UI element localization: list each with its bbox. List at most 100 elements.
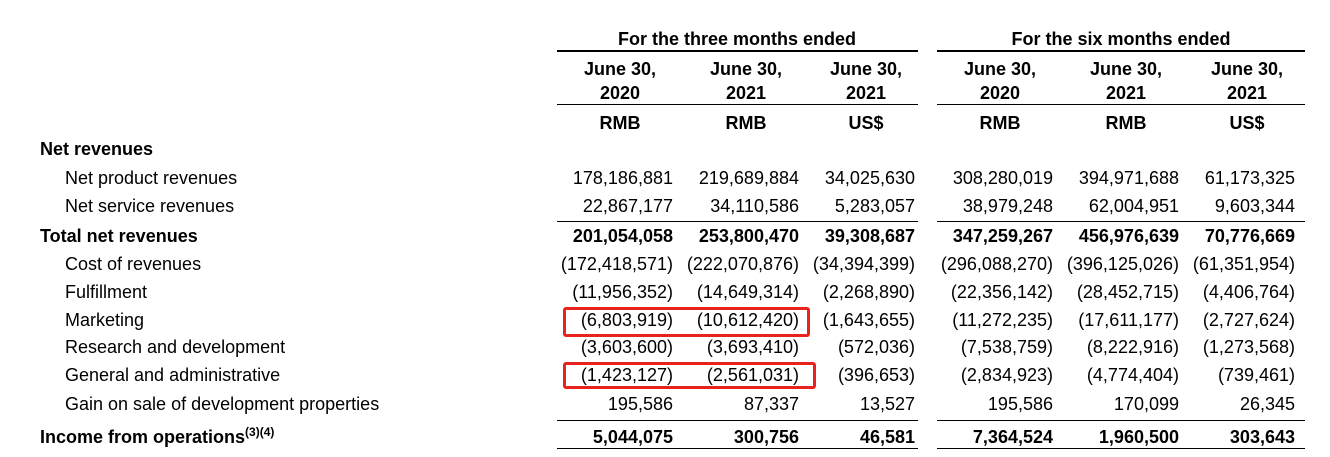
- cell-net-product-revenues-col-5: 394,971,688: [1078, 168, 1179, 188]
- cell-gain-on-sale-of-development-properties-col-2: 87,337: [743, 394, 799, 414]
- cell-gain-on-sale-of-development-properties-col-5: 170,099: [1113, 394, 1179, 414]
- cell-income-from-operations-col-3: 46,581: [859, 427, 915, 447]
- header-rule-three: [557, 50, 918, 52]
- cell-fulfillment-col-2: (14,649,314): [696, 282, 799, 302]
- cell-gain-on-sale-of-development-properties-col-4: 195,586: [987, 394, 1053, 414]
- column-header-date-3: June 30,: [829, 59, 903, 79]
- cell-general-and-administrative-col-1: (1,423,127): [580, 365, 673, 385]
- total-rule-three: [557, 420, 918, 421]
- row-label-text: Marketing: [65, 310, 145, 330]
- row-label-fulfillment: Fulfillment: [65, 281, 147, 303]
- highlight-box-marketing: [563, 307, 810, 337]
- cell-net-service-revenues-col-1: 22,867,177: [582, 196, 673, 216]
- cell-cost-of-revenues-col-5: (396,125,026): [1066, 254, 1179, 274]
- cell-net-service-revenues-col-3: 5,283,057: [834, 196, 915, 216]
- column-header-year-5: 2021: [1105, 83, 1147, 103]
- cell-cost-of-revenues-col-4: (296,088,270): [940, 254, 1053, 274]
- column-header-currency-3: US$: [848, 113, 884, 133]
- cell-research-and-development-col-5: (8,222,916): [1086, 337, 1179, 357]
- cell-marketing-col-2: (10,612,420): [696, 310, 799, 330]
- cell-income-from-operations-col-4: 7,364,524: [972, 427, 1053, 447]
- cell-net-product-revenues-col-3: 34,025,630: [824, 168, 915, 188]
- row-label-marketing: Marketing: [65, 309, 144, 331]
- cell-marketing-col-6: (2,727,624): [1202, 310, 1295, 330]
- header-group-three-months: For the three months ended: [617, 29, 857, 49]
- cell-income-from-operations-col-5: 1,960,500: [1098, 427, 1179, 447]
- cell-gain-on-sale-of-development-properties-col-1: 195,586: [607, 394, 673, 414]
- cell-total-net-revenues-col-5: 456,976,639: [1078, 226, 1179, 246]
- cell-research-and-development-col-2: (3,693,410): [706, 337, 799, 357]
- cell-research-and-development-col-4: (7,538,759): [960, 337, 1053, 357]
- cell-fulfillment-col-1: (11,956,352): [572, 282, 673, 302]
- column-header-date-6: June 30,: [1210, 59, 1284, 79]
- cell-general-and-administrative-col-4: (2,834,923): [960, 365, 1053, 385]
- row-label-text: Gain on sale of development properties: [65, 394, 380, 414]
- row-label-text: Net revenues: [40, 139, 154, 159]
- column-header-currency-4: RMB: [979, 113, 1021, 133]
- bottom-rule-six: [937, 448, 1305, 449]
- bottom-rule-three: [557, 448, 918, 449]
- cell-fulfillment-col-5: (28,452,715): [1076, 282, 1179, 302]
- row-label-general-and-administrative: General and administrative: [65, 364, 280, 386]
- row-label-text: Income from operations: [40, 427, 246, 447]
- header-underline-three: [557, 104, 918, 105]
- cell-total-net-revenues-col-2: 253,800,470: [698, 226, 799, 246]
- column-header-currency-2: RMB: [725, 113, 767, 133]
- row-label-text: Cost of revenues: [65, 254, 202, 274]
- cell-research-and-development-col-1: (3,603,600): [580, 337, 673, 357]
- total-rule-six: [937, 221, 1305, 222]
- header-underline-six: [937, 104, 1305, 105]
- cell-net-service-revenues-col-2: 34,110,586: [710, 196, 799, 216]
- row-label-text: General and administrative: [65, 365, 281, 385]
- column-header-year-2: 2021: [725, 83, 767, 103]
- cell-total-net-revenues-col-6: 70,776,669: [1204, 226, 1295, 246]
- cell-net-product-revenues-col-4: 308,280,019: [952, 168, 1053, 188]
- column-header-date-2: June 30,: [709, 59, 783, 79]
- cell-marketing-col-5: (17,611,177): [1078, 310, 1179, 330]
- cell-fulfillment-col-6: (4,406,764): [1202, 282, 1295, 302]
- cell-total-net-revenues-col-1: 201,054,058: [572, 226, 673, 246]
- column-header-currency-6: US$: [1229, 113, 1265, 133]
- cell-net-service-revenues-col-5: 62,004,951: [1088, 196, 1179, 216]
- row-label-text: Net service revenues: [65, 196, 235, 216]
- column-header-year-4: 2020: [979, 83, 1021, 103]
- row-label-text: Net product revenues: [65, 168, 238, 188]
- row-label-gain-on-sale-of-development-properties: Gain on sale of development properties: [65, 393, 379, 415]
- cell-general-and-administrative-col-3: (396,653): [837, 365, 915, 385]
- cell-general-and-administrative-col-6: (739,461): [1217, 365, 1295, 385]
- column-header-year-6: 2021: [1226, 83, 1268, 103]
- row-label-net-service-revenues: Net service revenues: [65, 195, 234, 217]
- row-label-total-net-revenues: Total net revenues: [40, 225, 198, 247]
- cell-net-product-revenues-col-2: 219,689,884: [698, 168, 799, 188]
- row-label-income-from-operations: Income from operations(3)(4): [40, 426, 274, 448]
- total-rule-six: [937, 420, 1305, 421]
- cell-net-product-revenues-col-6: 61,173,325: [1204, 168, 1295, 188]
- cell-total-net-revenues-col-4: 347,259,267: [952, 226, 1053, 246]
- cell-cost-of-revenues-col-6: (61,351,954): [1192, 254, 1295, 274]
- header-group-six-months: For the six months ended: [1011, 29, 1231, 49]
- column-header-currency-5: RMB: [1105, 113, 1147, 133]
- cell-general-and-administrative-col-5: (4,774,404): [1086, 365, 1179, 385]
- cell-income-from-operations-col-6: 303,643: [1229, 427, 1295, 447]
- cell-cost-of-revenues-col-1: (172,418,571): [560, 254, 673, 274]
- cell-net-service-revenues-col-6: 9,603,344: [1214, 196, 1295, 216]
- column-header-currency-1: RMB: [599, 113, 641, 133]
- footnote-reference: (3)(4): [245, 425, 275, 439]
- column-header-year-3: 2021: [845, 83, 887, 103]
- cell-fulfillment-col-4: (22,356,142): [950, 282, 1053, 302]
- cell-gain-on-sale-of-development-properties-col-6: 26,345: [1239, 394, 1295, 414]
- cell-gain-on-sale-of-development-properties-col-3: 13,527: [859, 394, 915, 414]
- cell-marketing-col-3: (1,643,655): [822, 310, 915, 330]
- cell-cost-of-revenues-col-2: (222,070,876): [686, 254, 799, 274]
- row-label-research-and-development: Research and development: [65, 336, 285, 358]
- row-label-net-revenues: Net revenues: [40, 138, 153, 160]
- column-header-date-1: June 30,: [583, 59, 657, 79]
- header-rule-six: [937, 50, 1305, 52]
- column-header-year-1: 2020: [599, 83, 641, 103]
- cell-income-from-operations-col-1: 5,044,075: [592, 427, 673, 447]
- cell-income-from-operations-col-2: 300,756: [733, 427, 799, 447]
- cell-research-and-development-col-3: (572,036): [837, 337, 915, 357]
- cell-net-product-revenues-col-1: 178,186,881: [572, 168, 673, 188]
- cell-general-and-administrative-col-2: (2,561,031): [706, 365, 799, 385]
